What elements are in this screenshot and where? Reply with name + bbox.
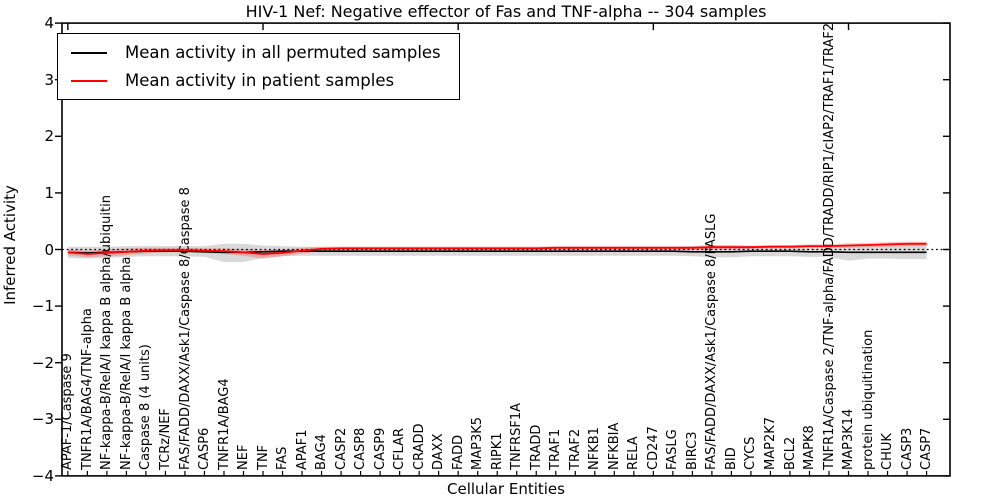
x-tick-label: FADD [450, 434, 466, 470]
permuted-line-swatch [71, 51, 107, 54]
x-tick-label: CYCS [743, 436, 759, 470]
x-tick-label: MAPK8 [802, 425, 817, 470]
legend-entry-patient: Mean activity in patient samples [71, 71, 441, 90]
y-tick-label: 1 [44, 184, 54, 202]
y-tick-label: −2 [31, 354, 54, 372]
x-tick-label: RELA [626, 436, 642, 470]
y-tick-label: −1 [31, 297, 54, 315]
x-tick-label: APAF-1/Caspase 9 [60, 353, 76, 470]
x-tick-label: CASP6 [197, 427, 212, 470]
x-tick-label: APAF1 [294, 429, 310, 470]
x-tick-label: BAG4 [314, 434, 330, 470]
x-tick-label: MAP2K7 [762, 416, 778, 470]
x-tick-label: BIRC3 [684, 431, 700, 471]
legend-label-patient: Mean activity in patient samples [125, 71, 395, 90]
y-tick-label: 4 [44, 14, 54, 32]
x-tick-label: CHUK [880, 433, 895, 470]
chart-title: HIV-1 Nef: Negative effector of Fas and … [245, 2, 767, 21]
x-tick-label: TCRz/NEF [157, 408, 173, 470]
x-tick-label: CASP8 [353, 427, 369, 470]
x-tick-label: CASP7 [919, 427, 935, 470]
x-tick-label: CASP2 [333, 427, 349, 470]
x-tick-label: FAS/FADD/DAXX/Ask1/Caspase 8/FASLG [704, 213, 720, 470]
x-tick-label: DAXX [431, 433, 447, 471]
x-tick-label: BID [723, 447, 739, 470]
x-tick-label: TRADD [528, 424, 544, 470]
legend: Mean activity in all permuted samples Me… [57, 33, 460, 100]
x-tick-label: MAP3K14 [841, 408, 856, 470]
x-tick-label: CASP3 [899, 427, 915, 470]
x-tick-label: FASLG [665, 429, 681, 470]
x-tick-label: TNF [255, 444, 271, 470]
x-tick-label: BCL2 [782, 436, 798, 470]
y-tick-label: 0 [44, 241, 54, 259]
x-tick-label: CD247 [645, 426, 661, 470]
x-tick-label: NEF [236, 444, 251, 470]
x-axis-label: Cellular Entities [447, 480, 565, 498]
legend-entry-permuted: Mean activity in all permuted samples [71, 43, 441, 62]
x-tick-label: Caspase 8 (4 units) [138, 344, 154, 470]
x-tick-label: TRAF1 [548, 428, 564, 470]
x-tick-label: TRAF2 [567, 428, 583, 470]
y-tick-label: 3 [44, 71, 54, 89]
x-tick-label: NF-kappa-B/RelA/I kappa B alpha [118, 256, 134, 470]
x-tick-label: MAP3K5 [470, 416, 486, 470]
x-tick-label: CRADD [411, 423, 427, 471]
y-tick-label: −3 [31, 410, 54, 428]
x-tick-label: TNFRSF1A [509, 402, 525, 470]
x-tick-label: TNFR1A/Caspase 2/TNF-alpha/FADD/TRADD/RI… [821, 22, 837, 470]
x-tick-label: TNFR1A/BAG4/TNF-alpha [79, 308, 95, 470]
x-tick-label: FAS [275, 446, 290, 470]
x-tick-label: RIPK1 [489, 432, 505, 470]
legend-label-permuted: Mean activity in all permuted samples [125, 43, 441, 62]
y-tick-label: 2 [44, 127, 54, 145]
x-tick-label: NF-kappa-B/RelA/I kappa B alpha/ubiquiti… [99, 195, 115, 470]
x-tick-label: FAS/FADD/DAXX/Ask1/Caspase 8/Caspase 8 [177, 187, 193, 470]
x-tick-label: CASP9 [372, 427, 388, 470]
y-tick-label: −4 [31, 467, 54, 485]
patient-line-swatch [71, 79, 107, 82]
x-tick-label: TNFR1A/BAG4 [216, 378, 232, 470]
x-tick-label: NFKBIA [606, 422, 622, 470]
x-tick-label: NFKB1 [587, 427, 603, 470]
x-tick-label: protein ubiquitination [860, 329, 876, 470]
x-tick-label: CFLAR [392, 427, 408, 470]
